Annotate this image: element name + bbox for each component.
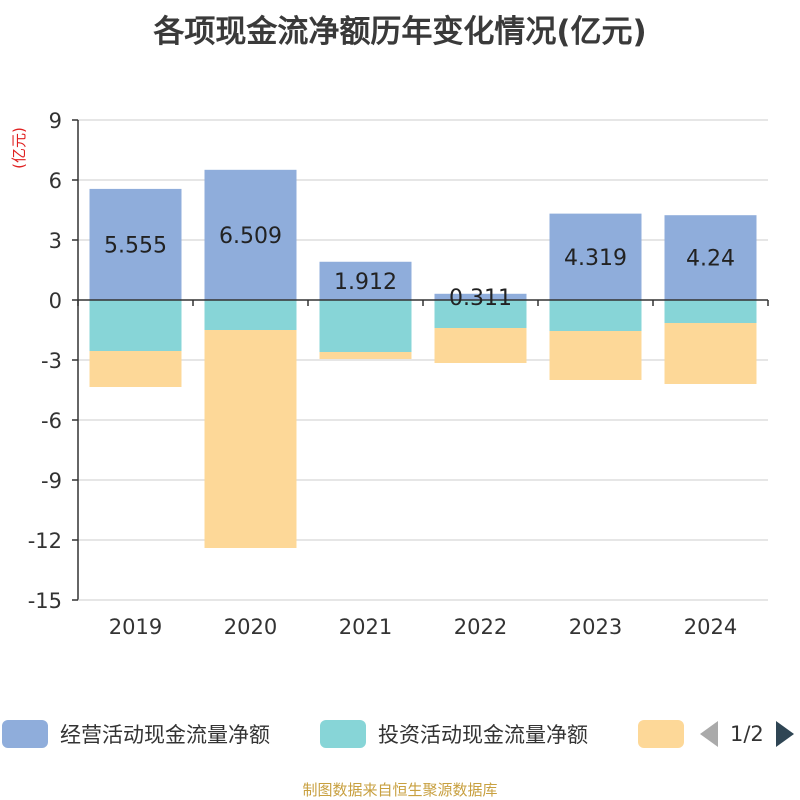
source-note: 制图数据来自恒生聚源数据库 xyxy=(302,781,498,799)
x-tick-label: 2021 xyxy=(339,615,392,639)
y-tick-label: -12 xyxy=(28,529,62,553)
chart-title: 各项现金流净额历年变化情况(亿元) xyxy=(153,14,647,50)
x-tick-label: 2019 xyxy=(109,615,162,639)
bar-third xyxy=(204,330,297,548)
y-tick-label: -9 xyxy=(41,469,62,493)
data-label: 4.24 xyxy=(686,247,735,272)
bar-investing xyxy=(664,300,757,323)
y-tick-label: -6 xyxy=(41,409,62,433)
x-tick-label: 2024 xyxy=(684,615,737,639)
bar-third xyxy=(549,331,642,380)
legend-swatch-operating xyxy=(2,720,48,748)
bar-third xyxy=(319,352,412,359)
y-tick-label: 6 xyxy=(49,169,62,193)
bar-operating xyxy=(434,293,527,300)
pager-prev-icon[interactable] xyxy=(700,721,718,747)
y-tick-label: 0 xyxy=(49,289,62,313)
pager-next-icon[interactable] xyxy=(775,721,794,747)
x-tick-label: 2023 xyxy=(569,615,622,639)
data-label: 1.912 xyxy=(334,270,397,295)
bar-investing xyxy=(204,300,297,330)
legend-swatch-third xyxy=(638,720,684,748)
y-tick-label: -3 xyxy=(41,349,62,373)
bar-operating xyxy=(319,261,412,300)
bar-third xyxy=(89,351,182,387)
bar-investing xyxy=(319,300,412,352)
x-tick-label: 2020 xyxy=(224,615,277,639)
legend-pager: 1/2 xyxy=(700,716,794,752)
bar-investing xyxy=(89,300,182,351)
legend-label-operating: 经营活动现金流量净额 xyxy=(60,723,270,747)
legend-swatch-investing xyxy=(320,720,366,748)
pager-text: 1/2 xyxy=(730,722,764,746)
bar-operating xyxy=(664,215,757,300)
bar-investing xyxy=(434,300,527,328)
y-axis-label: (亿元) xyxy=(10,127,28,169)
bar-operating xyxy=(89,188,182,300)
data-label: 6.509 xyxy=(219,224,282,249)
legend-label-investing: 投资活动现金流量净额 xyxy=(378,723,588,747)
data-label: 4.319 xyxy=(564,246,627,271)
legend-item-investing[interactable]: 投资活动现金流量净额 xyxy=(320,716,588,752)
bar-third xyxy=(664,323,757,384)
y-tick-label: 3 xyxy=(49,229,62,253)
legend: 经营活动现金流量净额 投资活动现金流量净额 1/2 xyxy=(0,716,800,756)
bar-operating xyxy=(549,213,642,300)
y-tick-label: 9 xyxy=(49,109,62,133)
legend-item-operating[interactable]: 经营活动现金流量净额 xyxy=(2,716,270,752)
bar-operating xyxy=(204,169,297,300)
data-label: 5.555 xyxy=(104,233,167,258)
y-tick-label: -15 xyxy=(28,589,62,613)
bar-investing xyxy=(549,300,642,331)
x-tick-label: 2022 xyxy=(454,615,507,639)
bar-third xyxy=(434,328,527,363)
legend-item-third[interactable] xyxy=(638,716,696,752)
data-label: 0.311 xyxy=(449,286,512,311)
